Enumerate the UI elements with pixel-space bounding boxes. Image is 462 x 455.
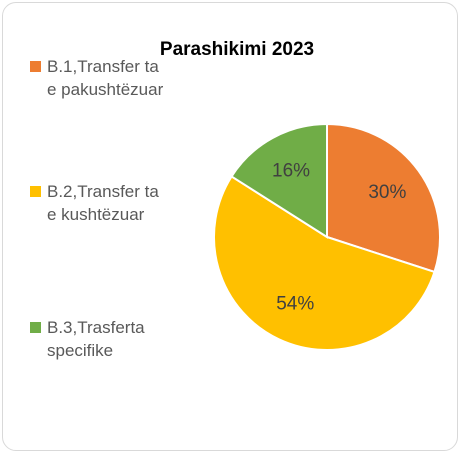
data-label: 30% [368,182,406,203]
pie-slice [213,175,436,351]
pie-slice [230,122,328,239]
legend-swatch [30,61,41,72]
chart-title: Parashikimi 2023 [160,39,314,60]
legend-swatch [30,322,41,333]
legend-item: B.3,Trasferta specifike [30,316,180,362]
legend-label: B.3,Trasferta specifike [47,318,145,360]
legend-item: B.1,Transfer ta e pakushtëzuar [30,55,180,101]
legend-swatch [30,186,41,197]
legend-label: B.2,Transfer ta e kushtëzuar [47,182,159,224]
data-label: 16% [272,161,310,182]
data-label: 54% [276,293,314,314]
legend-item: B.2,Transfer ta e kushtëzuar [30,180,180,226]
pie-slice [326,122,441,274]
legend-label: B.1,Transfer ta e pakushtëzuar [47,57,164,99]
